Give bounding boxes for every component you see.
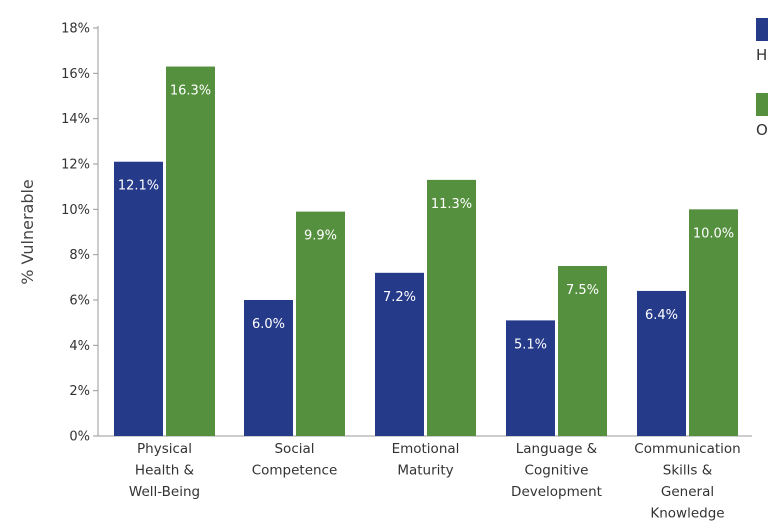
y-tick-label: 10% bbox=[61, 203, 90, 218]
y-axis-title: % Vulnerable bbox=[18, 179, 37, 285]
y-tick-label: 12% bbox=[61, 158, 90, 173]
data-label: 9.9% bbox=[304, 229, 337, 244]
x-category-label: Cognitive bbox=[525, 463, 589, 479]
data-label: 5.1% bbox=[514, 337, 547, 352]
data-label: 6.4% bbox=[645, 308, 678, 323]
data-label: 6.0% bbox=[252, 317, 285, 332]
y-tick-label: 8% bbox=[69, 248, 90, 263]
legend-swatch bbox=[756, 18, 768, 41]
x-category-label: Maturity bbox=[397, 463, 453, 479]
data-label: 12.1% bbox=[118, 179, 159, 194]
bar bbox=[166, 66, 215, 437]
x-category-label: Emotional bbox=[392, 441, 460, 457]
x-category-label: Competence bbox=[252, 463, 338, 479]
x-category-label: General bbox=[661, 484, 714, 500]
x-category-label: Development bbox=[511, 484, 602, 500]
data-label: 16.3% bbox=[170, 84, 211, 99]
bar bbox=[506, 320, 555, 436]
legend-swatch bbox=[756, 93, 768, 116]
bar bbox=[427, 179, 476, 436]
y-tick-label: 16% bbox=[61, 67, 90, 82]
data-label: 7.5% bbox=[566, 283, 599, 298]
y-tick-label: 2% bbox=[69, 384, 90, 399]
y-tick-label: 18% bbox=[61, 22, 90, 37]
bar bbox=[296, 211, 345, 436]
y-tick-label: 4% bbox=[69, 339, 90, 354]
x-category-label: Knowledge bbox=[650, 506, 724, 522]
data-label: 7.2% bbox=[383, 290, 416, 305]
x-category-label: Well-Being bbox=[129, 484, 200, 500]
data-label: 11.3% bbox=[431, 197, 472, 212]
x-category-label: Social bbox=[274, 441, 314, 457]
legend-label: O bbox=[756, 121, 768, 139]
x-category-label: Communication bbox=[634, 441, 740, 457]
x-category-label: Physical bbox=[137, 441, 192, 457]
bar bbox=[114, 161, 163, 436]
x-category-label: Language & bbox=[516, 441, 598, 457]
y-tick-label: 14% bbox=[61, 112, 90, 127]
y-tick-label: 0% bbox=[69, 430, 90, 445]
y-tick-label: 6% bbox=[69, 294, 90, 309]
bar bbox=[558, 266, 607, 436]
legend-label: H bbox=[756, 46, 767, 64]
bar bbox=[375, 272, 424, 436]
x-category-label: Health & bbox=[135, 463, 195, 479]
x-category-label: Skills & bbox=[663, 463, 713, 479]
bar bbox=[637, 290, 686, 436]
bar bbox=[689, 209, 738, 436]
bar bbox=[244, 300, 293, 436]
data-label: 10.0% bbox=[693, 226, 734, 241]
